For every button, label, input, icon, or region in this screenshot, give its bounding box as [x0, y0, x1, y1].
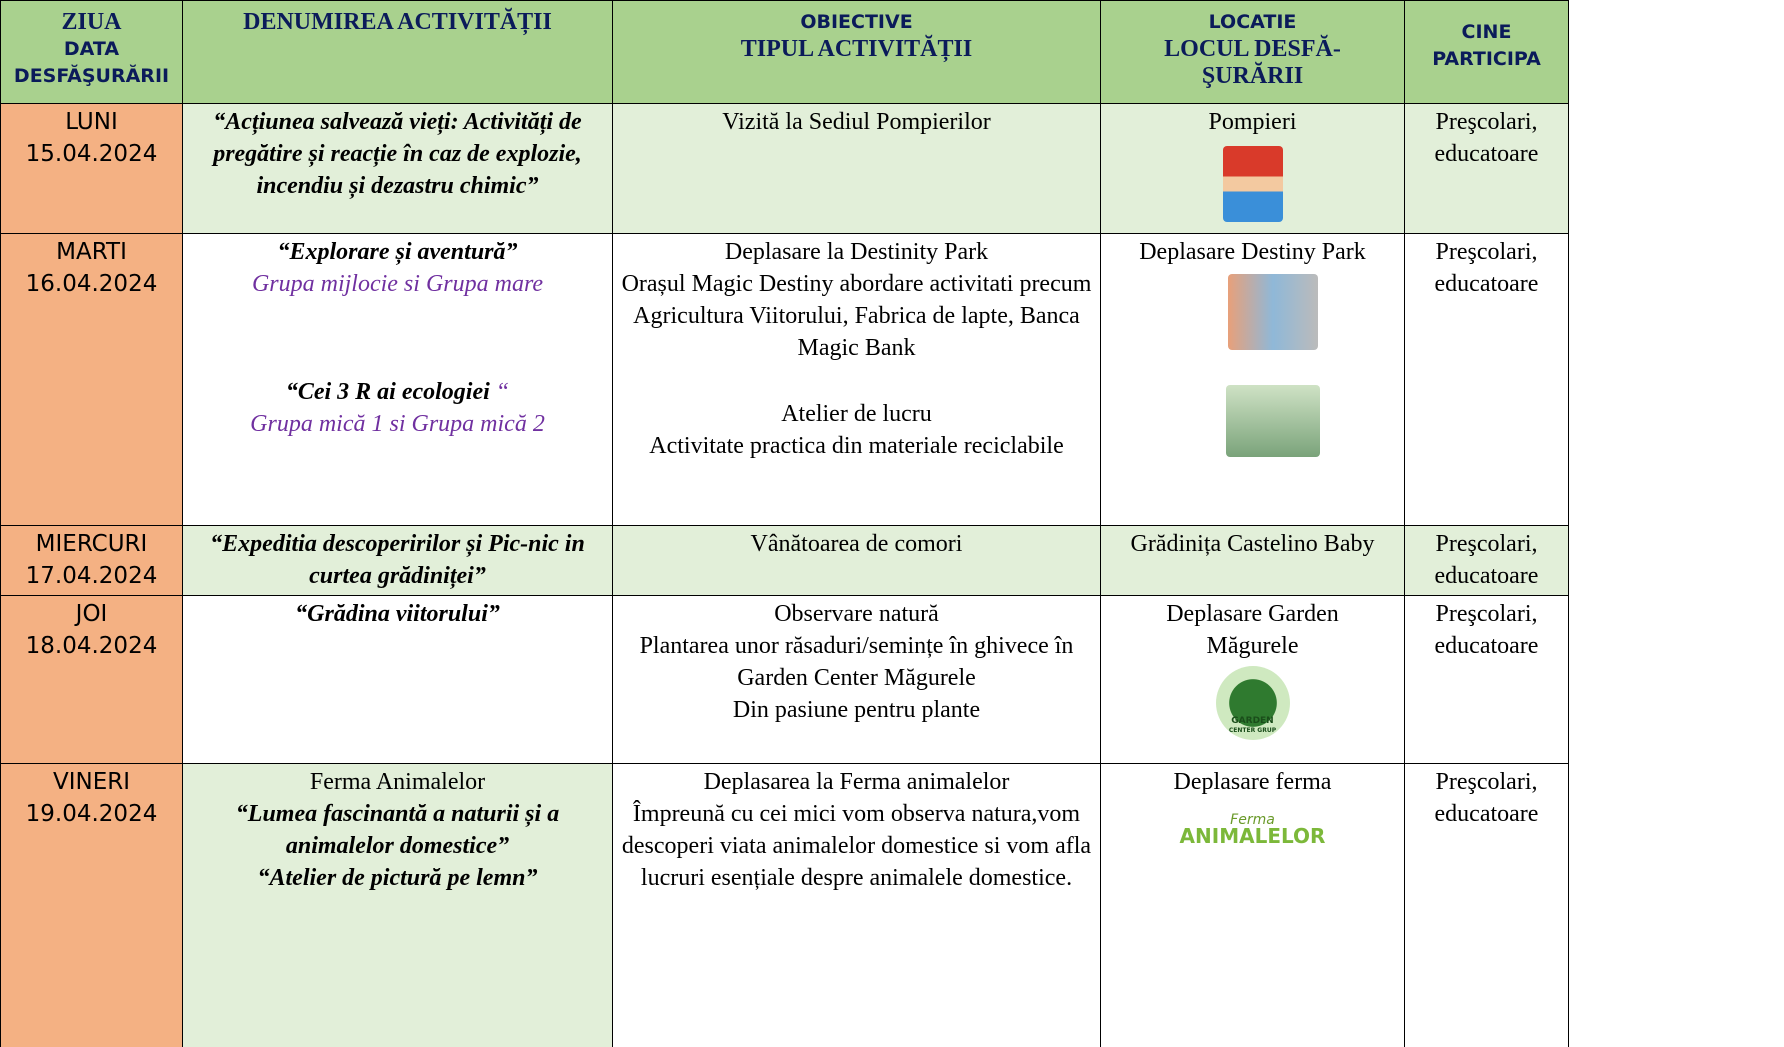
- participants-cell: Preşcolari, educatoare: [1404, 103, 1569, 234]
- header-text: LOCATIE: [1208, 11, 1297, 33]
- participants: Preşcolari, educatoare: [1434, 109, 1539, 167]
- row: JOI 18.04.2024 “Grădina viitorului” Obser…: [0, 595, 1569, 764]
- objective: Plantarea unor răsaduri/semințe în ghive…: [639, 633, 1074, 691]
- objective: Observare natură: [774, 601, 939, 627]
- day: MARTI: [56, 239, 127, 265]
- participants-cell: Preşcolari, educatoare: [1404, 233, 1569, 526]
- header-text: OBIECTIVE: [800, 11, 913, 33]
- objective: Atelier de lucru: [781, 401, 932, 427]
- row: MARTI 16.04.2024 “Explorare și aventură” G…: [0, 233, 1569, 526]
- objective: Din pasiune pentru plante: [732, 697, 981, 723]
- day: LUNI: [65, 109, 118, 135]
- activity: “Acțiunea salvează vieți: Activități de …: [213, 109, 582, 199]
- header-cell: DENUMIREA ACTIVITĂȚII: [182, 0, 613, 104]
- garden-logo: GARDEN CENTER GRUP: [1215, 666, 1290, 740]
- location: Deplasare Destiny Park: [1139, 239, 1366, 265]
- location-cell: Deplasare Destiny Park: [1100, 233, 1405, 526]
- header-cell: ZIUA DATA DESFĂŞURĂRII: [0, 0, 183, 104]
- group: Grupa mijlocie si Grupa mare: [251, 271, 544, 297]
- location: Grădinița Castelino Baby: [1130, 531, 1375, 557]
- header-text: CINE: [1461, 21, 1512, 43]
- participants-cell: Preşcolari, educatoare: [1404, 763, 1569, 1047]
- day-cell: LUNI 15.04.2024: [0, 103, 183, 234]
- location: Deplasare Garden Măgurele: [1166, 601, 1339, 659]
- logo-text: Ferma: [1230, 812, 1275, 828]
- day: VINERI: [52, 769, 131, 795]
- participants: Preşcolari, educatoare: [1434, 239, 1539, 297]
- quote: “: [495, 379, 510, 405]
- header-text: ZIUA: [61, 9, 122, 35]
- participants-cell: Preşcolari, educatoare: [1404, 595, 1569, 764]
- objectives-cell: Vânătoarea de comori: [612, 525, 1101, 596]
- activity-cell: “Expeditia descoperirilor și Pic-nic in …: [182, 525, 613, 596]
- activity: “Cei 3 R ai ecologiei: [285, 379, 490, 405]
- header-row: ZIUA DATA DESFĂŞURĂRII DENUMIREA ACTIVITĂȚ…: [0, 0, 1569, 104]
- farm-logo: Ferma ANIMALELOR: [1109, 812, 1396, 848]
- header-cell: OBIECTIVE TIPUL ACTIVITĂȚII: [612, 0, 1101, 104]
- row: VINERI 19.04.2024 Ferma Animalelor “Lumea …: [0, 763, 1569, 1047]
- objective: Orașul Magic Destiny abordare activitati…: [621, 271, 1092, 361]
- schedule-table: ZIUA DATA DESFĂŞURĂRII DENUMIREA ACTIVITĂȚ…: [0, 0, 1569, 1047]
- firefighter-image: [1222, 146, 1283, 222]
- objective: Împreună cu cei mici vom observa natura,…: [621, 801, 1092, 891]
- date: 18.04.2024: [25, 633, 158, 659]
- activity: “Expeditia descoperirilor și Pic-nic in …: [210, 531, 585, 589]
- activity: “Explorare și aventură”: [277, 239, 518, 265]
- day-cell: JOI 18.04.2024: [0, 595, 183, 764]
- objective: Activitate practica din materiale recicl…: [649, 433, 1064, 459]
- day: JOI: [75, 601, 108, 627]
- header-cell: CINE PARTICIPA: [1404, 0, 1569, 104]
- objective: Vânătoarea de comori: [750, 531, 963, 557]
- date: 17.04.2024: [25, 563, 158, 589]
- activity-cell: “Grădina viitorului”: [182, 595, 613, 764]
- participants: Preşcolari, educatoare: [1434, 601, 1539, 659]
- day: MIERCURI: [35, 531, 148, 557]
- header-text: DATA: [63, 38, 120, 60]
- row: LUNI 15.04.2024 “Acțiunea salvează vieți:…: [0, 103, 1569, 234]
- header-cell: LOCATIE LOCUL DESFĂ-ŞURĂRII: [1100, 0, 1405, 104]
- header-text: DENUMIREA ACTIVITĂȚII: [243, 9, 552, 35]
- participants-cell: Preşcolari, educatoare: [1404, 525, 1569, 596]
- activity: “Lumea fascinantă a naturii și a animale…: [235, 801, 560, 859]
- location-cell: Pompieri: [1100, 103, 1405, 234]
- date: 19.04.2024: [25, 801, 158, 827]
- day-cell: MARTI 16.04.2024: [0, 233, 183, 526]
- logo-text: ANIMALELOR: [1179, 824, 1326, 848]
- objective: Deplasare la Destinity Park: [724, 239, 989, 265]
- row: MIERCURI 17.04.2024 “Expeditia descoperir…: [0, 525, 1569, 596]
- location-cell: Deplasare ferma Ferma ANIMALELOR: [1100, 763, 1405, 1047]
- activity-cell: “Acțiunea salvează vieți: Activități de …: [182, 103, 613, 234]
- objective: Vizită la Sediul Pompierilor: [722, 109, 991, 135]
- location-cell: Grădinița Castelino Baby: [1100, 525, 1405, 596]
- location: Deplasare ferma: [1173, 769, 1332, 795]
- location-cell: Deplasare Garden Măgurele GARDEN CENTER GR…: [1100, 595, 1405, 764]
- header-text: PARTICIPA: [1432, 48, 1541, 70]
- activity: “Atelier de pictură pe lemn”: [257, 865, 538, 891]
- participants: Preşcolari, educatoare: [1434, 769, 1539, 827]
- objectives-cell: Observare natură Plantarea unor răsaduri/…: [612, 595, 1101, 764]
- objectives-cell: Deplasare la Destinity Park Orașul Magic …: [612, 233, 1101, 526]
- day-cell: VINERI 19.04.2024: [0, 763, 183, 1047]
- group: Grupa mică 1 si Grupa mică 2: [250, 411, 545, 437]
- activity: “Grădina viitorului”: [295, 601, 500, 627]
- activity-cell: “Explorare și aventură” Grupa mijlocie si…: [182, 233, 613, 526]
- logo-text: CENTER GRUP: [1228, 727, 1277, 734]
- objectives-cell: Vizită la Sediul Pompierilor: [612, 103, 1101, 234]
- date: 16.04.2024: [25, 271, 158, 297]
- activity-cell: Ferma Animalelor “Lumea fascinantă a natu…: [182, 763, 613, 1047]
- header-text: TIPUL ACTIVITĂȚII: [740, 36, 973, 62]
- objective: Deplasarea la Ferma animalelor: [703, 769, 1010, 795]
- header-text: LOCUL DESFĂ-ŞURĂRII: [1164, 36, 1341, 89]
- ecology-image: [1225, 385, 1320, 457]
- objectives-cell: Deplasarea la Ferma animalelor Împreună c…: [612, 763, 1101, 1047]
- activity: Ferma Animalelor: [309, 769, 486, 795]
- participants: Preşcolari, educatoare: [1434, 531, 1539, 589]
- date: 15.04.2024: [25, 141, 158, 167]
- header-text: DESFĂŞURĂRII: [13, 65, 170, 87]
- location: Pompieri: [1208, 109, 1297, 135]
- day-cell: MIERCURI 17.04.2024: [0, 525, 183, 596]
- kids-image: [1227, 274, 1318, 350]
- logo-text: GARDEN: [1231, 716, 1274, 726]
